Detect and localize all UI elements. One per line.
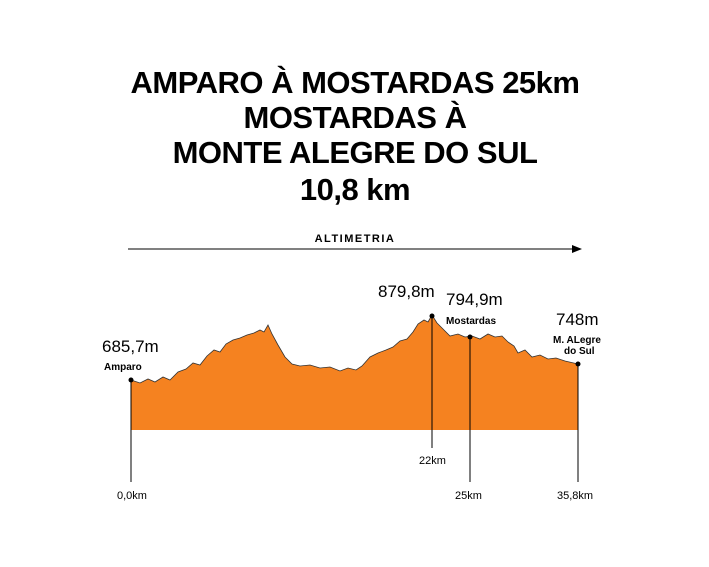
profile-area xyxy=(131,315,578,430)
marker-dot xyxy=(429,313,435,319)
point-name: Amparo xyxy=(104,362,142,373)
marker-dot xyxy=(128,377,134,383)
point-name: Mostardas xyxy=(446,316,496,327)
title-line: MOSTARDAS À xyxy=(244,100,467,135)
distance-label: 0,0km xyxy=(117,490,147,502)
title-line: MONTE ALEGRE DO SUL xyxy=(173,135,538,170)
axis-label: ALTIMETRIA xyxy=(315,233,396,245)
elevation-label: 879,8m xyxy=(378,282,435,301)
marker-dot xyxy=(467,334,473,340)
distance-label: 25km xyxy=(455,490,482,502)
point-name: do Sul xyxy=(564,346,595,357)
distance-label: 22km xyxy=(419,455,446,467)
elevation-label: 794,9m xyxy=(446,290,503,309)
title-line: AMPARO À MOSTARDAS 25km xyxy=(131,65,580,100)
elevation-label: 748m xyxy=(556,310,599,329)
elevation-label: 685,7m xyxy=(102,337,159,356)
profile-outline xyxy=(130,314,579,384)
distance-label: 35,8km xyxy=(557,490,593,502)
point-name: M. ALegre xyxy=(553,335,601,346)
arrow-head xyxy=(572,245,582,253)
title-line: 10,8 km xyxy=(300,172,410,207)
marker-dot xyxy=(575,361,581,367)
